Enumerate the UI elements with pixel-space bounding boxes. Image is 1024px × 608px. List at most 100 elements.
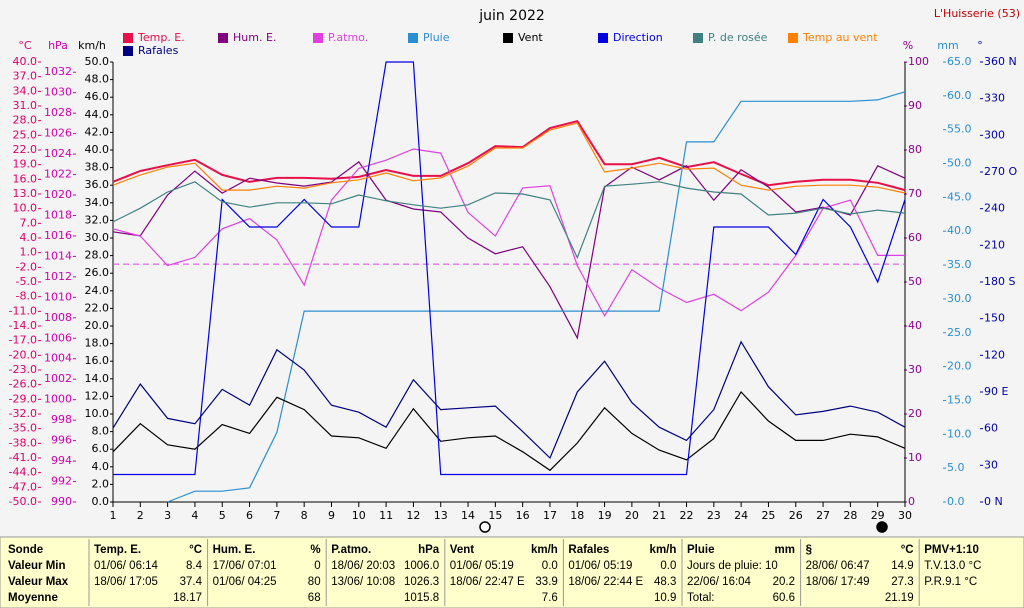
summary-cell: 18/06/ 20:03 [331, 560, 395, 572]
summary-cell: 01/06/ 04:25 [213, 576, 277, 588]
x-tick-label: 27 [816, 509, 830, 522]
station-name: L'Huisserie (53) [934, 7, 1020, 20]
tick-label: 30.0 [85, 231, 110, 244]
summary-cell: 20.2 [773, 576, 795, 588]
tick-label: 10.0 [947, 427, 972, 440]
tick-label: 12.0 [85, 389, 110, 402]
summary-cell: 01/06/ 06:14 [94, 560, 159, 572]
summary-cell: 37.4 [180, 576, 203, 588]
tick-label: -11.0 [9, 304, 37, 317]
summary-cell: 01/06/ 05:19 [568, 560, 632, 572]
tick-label: -47.0 [9, 480, 37, 493]
summary-unit: % [310, 544, 320, 556]
summary-cell: 13/06/ 10:08 [331, 576, 395, 588]
tick-label: 50.0 [947, 157, 972, 170]
tick-label: 210 [984, 238, 1005, 251]
tick-label: 996 [51, 434, 72, 447]
legend-label: P. de rosée [708, 31, 768, 44]
axis-unit-label: km/h [78, 39, 106, 52]
tick-label: 6.0 [92, 442, 110, 455]
summary-cell: 0.0 [660, 560, 676, 572]
tick-label: 1026 [44, 127, 72, 140]
x-tick-label: 19 [598, 509, 612, 522]
axis-unit-label: hPa [48, 39, 68, 52]
tick-label: 90 E [984, 385, 1008, 398]
summary-cell: 14.9 [891, 560, 913, 572]
summary-cell: 1006.0 [404, 560, 439, 572]
series-line [112, 122, 906, 194]
x-tick-label: 11 [379, 509, 393, 522]
tick-label: 1018 [44, 208, 72, 221]
summary-column-title: Vent [450, 544, 474, 556]
tick-label: 4.0 [92, 460, 110, 473]
tick-label: 300 [984, 128, 1005, 141]
tick-label: -38.0 [9, 436, 37, 449]
tick-label: 24.0 [85, 284, 110, 297]
tick-label: 34.0 [13, 84, 38, 97]
tick-label: 80 [908, 143, 922, 156]
tick-label: 0 [908, 495, 915, 508]
summary-unit: °C [189, 544, 202, 556]
tick-label: 240 [984, 202, 1005, 215]
tick-label: 44.0 [85, 108, 110, 121]
x-tick-label: 17 [543, 509, 557, 522]
summary-cell: 80 [308, 576, 321, 588]
tick-label: 40 [908, 319, 922, 332]
x-tick-label: 20 [625, 509, 639, 522]
summary-row-label: Valeur Min [8, 560, 66, 572]
series-line [112, 391, 906, 472]
x-tick-label: 8 [301, 509, 308, 522]
tick-label: 20 [908, 407, 922, 420]
summary-panel [0, 536, 1024, 608]
full-moon-icon [479, 521, 491, 533]
summary-unit: km/h [531, 544, 558, 556]
summary-unit: hPa [418, 544, 440, 556]
tick-label: 42.0 [85, 125, 110, 138]
tick-label: 7.0 [20, 216, 38, 229]
summary-cell: 7.6 [542, 592, 558, 604]
x-tick-label: 23 [707, 509, 721, 522]
summary-column-title: Hum. E. [213, 544, 256, 556]
x-tick-label: 16 [516, 509, 530, 522]
tick-label: 0.0 [92, 495, 110, 508]
summary-cell: 1026.3 [404, 576, 439, 588]
x-tick-label: 2 [137, 509, 144, 522]
tick-label: 38.0 [85, 161, 110, 174]
summary-cell: 22/06/ 16:04 [687, 576, 752, 588]
tick-label: -8.0 [16, 290, 37, 303]
tick-label: 1004 [44, 352, 72, 365]
summary-column-title: P.atmo. [331, 544, 371, 556]
summary-cell: T.V.13.0 °C [924, 560, 981, 572]
summary-cell: 68 [308, 592, 321, 604]
summary-column-title: Temp. E. [94, 544, 141, 556]
tick-label: 28.0 [85, 249, 110, 262]
tick-label: 1030 [44, 86, 72, 99]
summary-cell: 33.9 [535, 576, 557, 588]
tick-label: 36.0 [85, 178, 110, 191]
x-tick-label: 9 [328, 509, 335, 522]
summary-table: Sonde Valeur Min Valeur Max Moyenne Temp. E.… [8, 539, 981, 606]
tick-label: 34.0 [85, 196, 110, 209]
tick-label: 150 [984, 312, 1005, 325]
x-tick-label: 18 [570, 509, 584, 522]
summary-unit: °C [901, 544, 914, 556]
tick-label: 330 [984, 92, 1005, 105]
summary-column-title: § [806, 544, 812, 556]
tick-label: 0 N [984, 495, 1003, 508]
tick-label: 1016 [44, 229, 72, 242]
tick-label: 30 [908, 363, 922, 376]
x-tick-label: 29 [871, 509, 885, 522]
legend-swatch [123, 33, 133, 43]
series-line [112, 340, 906, 460]
tick-label: 992 [51, 475, 72, 488]
tick-label: 20.0 [85, 319, 110, 332]
summary-unit: km/h [650, 544, 677, 556]
summary-cell: P.R.9.1 °C [924, 576, 977, 588]
tick-label: 1000 [44, 393, 72, 406]
x-tick-label: 7 [273, 509, 280, 522]
tick-label: 20.0 [947, 360, 972, 373]
legend-swatch [503, 33, 513, 43]
tick-label: 35.0 [947, 258, 972, 271]
tick-label: -44.0 [9, 466, 37, 479]
